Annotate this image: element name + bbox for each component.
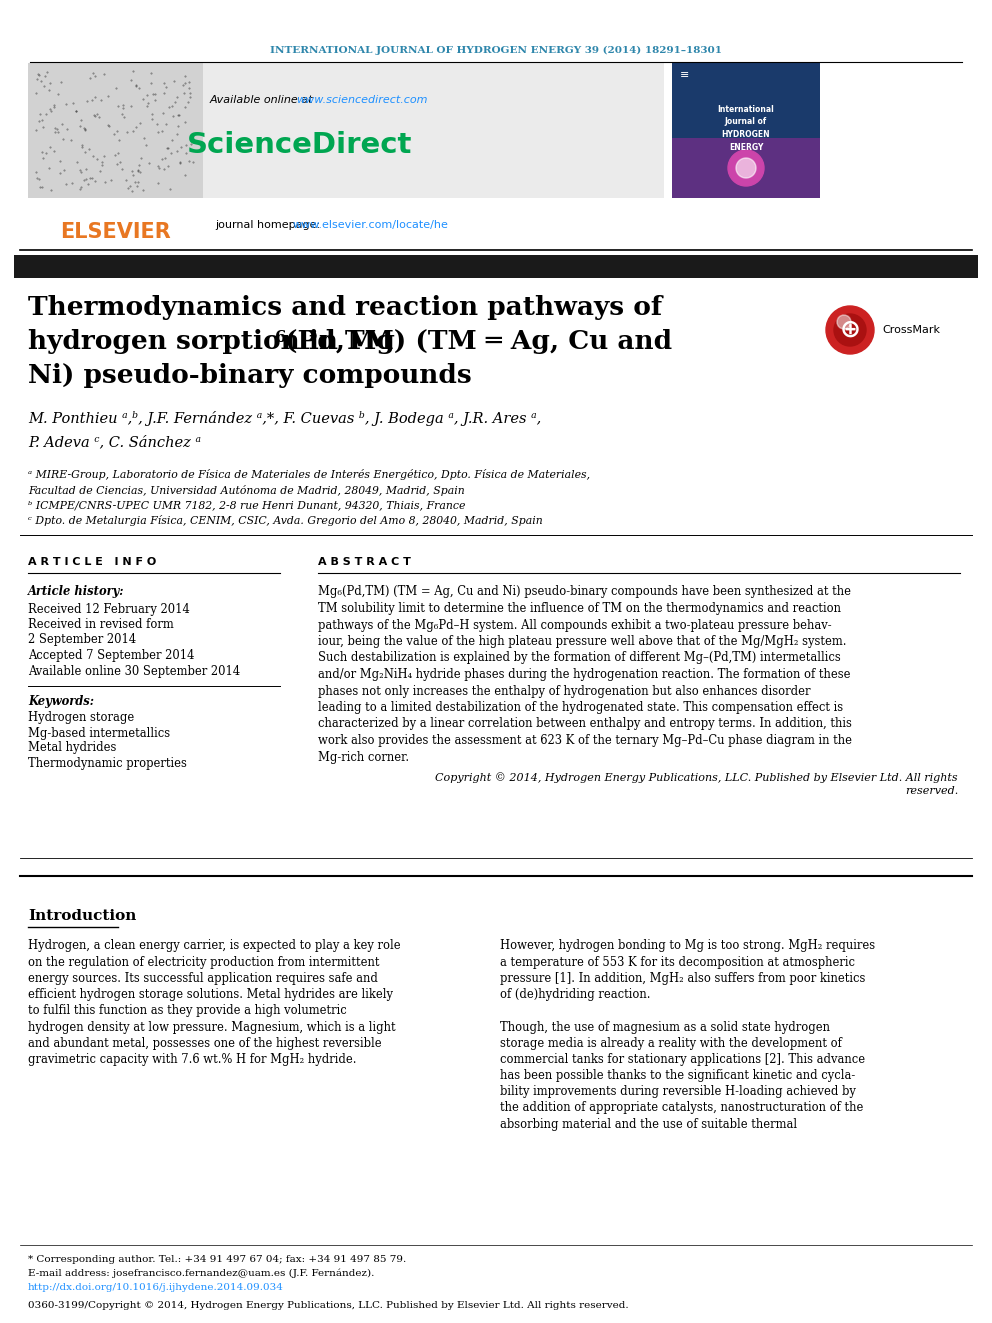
Text: www.sciencedirect.com: www.sciencedirect.com bbox=[296, 95, 428, 105]
Text: ScienceDirect: ScienceDirect bbox=[187, 131, 413, 159]
Circle shape bbox=[834, 314, 866, 347]
Text: pathways of the Mg₆Pd–H system. All compounds exhibit a two-plateau pressure beh: pathways of the Mg₆Pd–H system. All comp… bbox=[318, 618, 831, 631]
Bar bbox=[14, 255, 978, 278]
Text: 0360-3199/Copyright © 2014, Hydrogen Energy Publications, LLC. Published by Else: 0360-3199/Copyright © 2014, Hydrogen Ene… bbox=[28, 1301, 629, 1310]
Text: Metal hydrides: Metal hydrides bbox=[28, 741, 116, 754]
Text: hydrogen density at low pressure. Magnesium, which is a light: hydrogen density at low pressure. Magnes… bbox=[28, 1020, 396, 1033]
Text: storage media is already a reality with the development of: storage media is already a reality with … bbox=[500, 1037, 842, 1049]
Text: (Pd,TM) (TM ═ Ag, Cu and: (Pd,TM) (TM ═ Ag, Cu and bbox=[285, 329, 673, 355]
Bar bbox=[28, 64, 203, 198]
Text: Available online 30 September 2014: Available online 30 September 2014 bbox=[28, 664, 240, 677]
Text: journal homepage:: journal homepage: bbox=[215, 220, 323, 230]
Text: INTERNATIONAL JOURNAL OF HYDROGEN ENERGY 39 (2014) 18291–18301: INTERNATIONAL JOURNAL OF HYDROGEN ENERGY… bbox=[270, 45, 722, 54]
Text: reserved.: reserved. bbox=[905, 786, 958, 796]
Bar bbox=[28, 64, 203, 198]
Text: Hydrogen, a clean energy carrier, is expected to play a key role: Hydrogen, a clean energy carrier, is exp… bbox=[28, 939, 401, 953]
Text: bility improvements during reversible H-loading achieved by: bility improvements during reversible H-… bbox=[500, 1085, 856, 1098]
Text: efficient hydrogen storage solutions. Metal hydrides are likely: efficient hydrogen storage solutions. Me… bbox=[28, 988, 393, 1002]
Text: Received in revised form: Received in revised form bbox=[28, 618, 174, 631]
Text: has been possible thanks to the significant kinetic and cycla-: has been possible thanks to the signific… bbox=[500, 1069, 855, 1082]
Text: www.elsevier.com/locate/he: www.elsevier.com/locate/he bbox=[293, 220, 448, 230]
Text: Received 12 February 2014: Received 12 February 2014 bbox=[28, 602, 189, 615]
Circle shape bbox=[736, 157, 756, 179]
Text: Thermodynamics and reaction pathways of: Thermodynamics and reaction pathways of bbox=[28, 295, 662, 320]
Text: commercial tanks for stationary applications [2]. This advance: commercial tanks for stationary applicat… bbox=[500, 1053, 865, 1066]
Text: absorbing material and the use of suitable thermal: absorbing material and the use of suitab… bbox=[500, 1118, 798, 1131]
Circle shape bbox=[728, 149, 764, 187]
Bar bbox=[672, 64, 820, 198]
Text: TM solubility limit to determine the influence of TM on the thermodynamics and r: TM solubility limit to determine the inf… bbox=[318, 602, 841, 615]
Text: Keywords:: Keywords: bbox=[28, 696, 94, 709]
Text: to fulfil this function as they provide a high volumetric: to fulfil this function as they provide … bbox=[28, 1004, 347, 1017]
Text: ≡: ≡ bbox=[680, 70, 689, 79]
Text: Mg-rich corner.: Mg-rich corner. bbox=[318, 750, 409, 763]
Text: characterized by a linear correlation between enthalpy and entropy terms. In add: characterized by a linear correlation be… bbox=[318, 717, 852, 730]
Text: work also provides the assessment at 623 K of the ternary Mg–Pd–Cu phase diagram: work also provides the assessment at 623… bbox=[318, 734, 852, 747]
Text: Hydrogen storage: Hydrogen storage bbox=[28, 712, 134, 725]
Text: Article history:: Article history: bbox=[28, 586, 125, 598]
Bar bbox=[28, 64, 664, 198]
Text: Facultad de Ciencias, Universidad Autónoma de Madrid, 28049, Madrid, Spain: Facultad de Ciencias, Universidad Autóno… bbox=[28, 484, 464, 496]
Text: a temperature of 553 K for its decomposition at atmospheric: a temperature of 553 K for its decomposi… bbox=[500, 955, 855, 968]
Text: However, hydrogen bonding to Mg is too strong. MgH₂ requires: However, hydrogen bonding to Mg is too s… bbox=[500, 939, 875, 953]
Text: ᵇ ICMPE/CNRS-UPEC UMR 7182, 2-8 rue Henri Dunant, 94320, Thiais, France: ᵇ ICMPE/CNRS-UPEC UMR 7182, 2-8 rue Henr… bbox=[28, 500, 465, 509]
Text: E-mail address: josefrancisco.fernandez@uam.es (J.F. Fernández).: E-mail address: josefrancisco.fernandez@… bbox=[28, 1269, 374, 1278]
Text: Thermodynamic properties: Thermodynamic properties bbox=[28, 757, 186, 770]
Text: Copyright © 2014, Hydrogen Energy Publications, LLC. Published by Elsevier Ltd. : Copyright © 2014, Hydrogen Energy Public… bbox=[435, 773, 958, 783]
Text: Mg-based intermetallics: Mg-based intermetallics bbox=[28, 726, 170, 740]
Text: and/or Mg₂NiH₄ hydride phases during the hydrogenation reaction. The formation o: and/or Mg₂NiH₄ hydride phases during the… bbox=[318, 668, 850, 681]
Text: ᵃ MIRE-Group, Laboratorio de Física de Materiales de Interés Energético, Dpto. F: ᵃ MIRE-Group, Laboratorio de Física de M… bbox=[28, 470, 590, 480]
Text: pressure [1]. In addition, MgH₂ also suffers from poor kinetics: pressure [1]. In addition, MgH₂ also suf… bbox=[500, 972, 865, 984]
Text: Though, the use of magnesium as a solid state hydrogen: Though, the use of magnesium as a solid … bbox=[500, 1020, 830, 1033]
Circle shape bbox=[837, 315, 851, 329]
Text: Ni) pseudo-binary compounds: Ni) pseudo-binary compounds bbox=[28, 364, 472, 389]
Text: energy sources. Its successful application requires safe and: energy sources. Its successful applicati… bbox=[28, 972, 378, 984]
Text: M. Ponthieu ᵃ,ᵇ, J.F. Fernández ᵃ,*, F. Cuevas ᵇ, J. Bodega ᵃ, J.R. Ares ᵃ,: M. Ponthieu ᵃ,ᵇ, J.F. Fernández ᵃ,*, F. … bbox=[28, 410, 542, 426]
Text: 2 September 2014: 2 September 2014 bbox=[28, 632, 136, 646]
Text: phases not only increases the enthalpy of hydrogenation but also enhances disord: phases not only increases the enthalpy o… bbox=[318, 684, 810, 697]
Text: 6: 6 bbox=[275, 328, 287, 345]
Text: iour, being the value of the high plateau pressure well above that of the Mg/MgH: iour, being the value of the high platea… bbox=[318, 635, 846, 648]
Text: hydrogen sorption in Mg: hydrogen sorption in Mg bbox=[28, 329, 395, 355]
Circle shape bbox=[826, 306, 874, 355]
Text: Available online at: Available online at bbox=[210, 95, 317, 105]
Text: A R T I C L E   I N F O: A R T I C L E I N F O bbox=[28, 557, 157, 568]
Text: P. Adeva ᶜ, C. Sánchez ᵃ: P. Adeva ᶜ, C. Sánchez ᵃ bbox=[28, 435, 201, 448]
Text: on the regulation of electricity production from intermittent: on the regulation of electricity product… bbox=[28, 955, 380, 968]
Text: gravimetric capacity with 7.6 wt.% H for MgH₂ hydride.: gravimetric capacity with 7.6 wt.% H for… bbox=[28, 1053, 356, 1066]
Text: the addition of appropriate catalysts, nanostructuration of the: the addition of appropriate catalysts, n… bbox=[500, 1102, 863, 1114]
Text: Accepted 7 September 2014: Accepted 7 September 2014 bbox=[28, 648, 194, 662]
Text: leading to a limited destabilization of the hydrogenated state. This compensatio: leading to a limited destabilization of … bbox=[318, 701, 843, 714]
Text: ⊕: ⊕ bbox=[839, 318, 860, 343]
Text: International
Journal of
HYDROGEN
ENERGY: International Journal of HYDROGEN ENERGY bbox=[717, 105, 775, 152]
Text: ELSEVIER: ELSEVIER bbox=[60, 222, 171, 242]
Text: * Corresponding author. Tel.: +34 91 497 67 04; fax: +34 91 497 85 79.: * Corresponding author. Tel.: +34 91 497… bbox=[28, 1254, 407, 1263]
Text: A B S T R A C T: A B S T R A C T bbox=[318, 557, 411, 568]
Text: and abundant metal, possesses one of the highest reversible: and abundant metal, possesses one of the… bbox=[28, 1037, 382, 1049]
Text: CrossMark: CrossMark bbox=[882, 325, 940, 335]
Bar bbox=[672, 138, 820, 198]
Text: Introduction: Introduction bbox=[28, 909, 136, 923]
Text: ᶜ Dpto. de Metalurgia Física, CENIM, CSIC, Avda. Gregorio del Amo 8, 28040, Madr: ᶜ Dpto. de Metalurgia Física, CENIM, CSI… bbox=[28, 515, 543, 525]
Text: http://dx.doi.org/10.1016/j.ijhydene.2014.09.034: http://dx.doi.org/10.1016/j.ijhydene.201… bbox=[28, 1282, 284, 1291]
Text: Mg₆(Pd,TM) (TM = Ag, Cu and Ni) pseudo-binary compounds have been synthesized at: Mg₆(Pd,TM) (TM = Ag, Cu and Ni) pseudo-b… bbox=[318, 586, 851, 598]
Text: Such destabilization is explained by the formation of different Mg–(Pd,TM) inter: Such destabilization is explained by the… bbox=[318, 651, 841, 664]
Text: of (de)hydriding reaction.: of (de)hydriding reaction. bbox=[500, 988, 651, 1002]
